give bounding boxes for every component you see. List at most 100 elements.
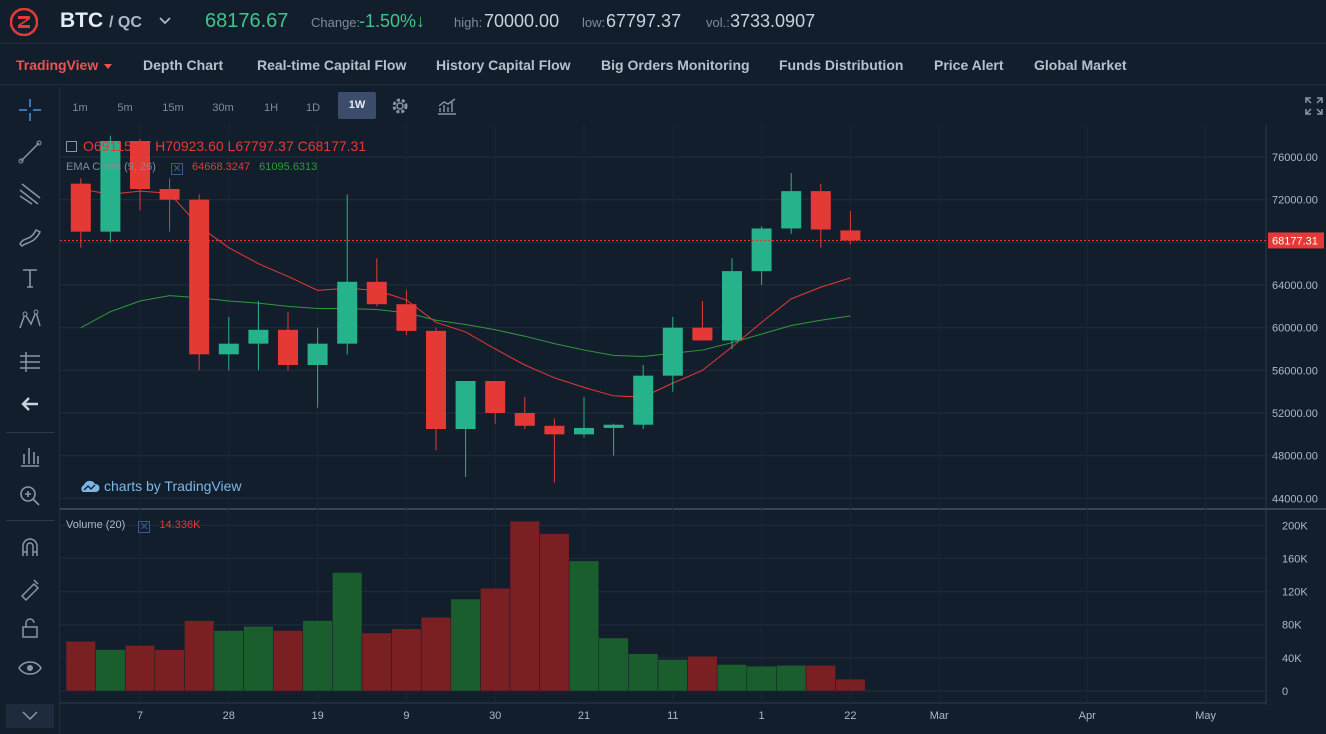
price-chart[interactable]: 44000.00 48000.00 52000.00 56000.00 60000.00… xyxy=(60,125,1326,734)
chevron-down-icon[interactable] xyxy=(158,14,172,28)
zoom-in-icon[interactable] xyxy=(16,482,44,510)
candle-down xyxy=(692,327,713,341)
change-label: Change: xyxy=(311,15,361,30)
time-tick-label: 11 xyxy=(667,710,678,722)
candle-down xyxy=(840,230,861,241)
magnet-icon[interactable] xyxy=(16,534,44,562)
price-tick-label: 48000.00 xyxy=(1272,451,1318,463)
cloud-icon xyxy=(81,480,100,492)
interval-1w[interactable]: 1W xyxy=(338,92,376,119)
ema-slow-value: 61095.6313 xyxy=(259,161,318,173)
nav-big-orders-monitoring[interactable]: Big Orders Monitoring xyxy=(601,57,750,73)
price-tick-label: 64000.00 xyxy=(1272,280,1318,292)
ohlc-open: O69115.17 xyxy=(83,138,152,154)
volume-tick-label: 0 xyxy=(1282,686,1288,698)
price-tick-label: 72000.00 xyxy=(1272,195,1318,207)
trading-pair[interactable]: BTC / QC xyxy=(60,9,142,33)
tradingview-watermark[interactable]: charts by TradingView xyxy=(78,478,241,494)
brush-icon[interactable] xyxy=(16,222,44,250)
settings-gear-icon[interactable] xyxy=(390,96,410,116)
high-value: 70000.00 xyxy=(484,11,560,31)
volume-bar xyxy=(509,520,540,692)
interval-1d[interactable]: 1D xyxy=(305,102,321,114)
toolbar-divider xyxy=(6,520,54,521)
nav-depth-chart[interactable]: Depth Chart xyxy=(143,57,224,73)
volume-bar xyxy=(480,588,511,692)
candle-down xyxy=(514,413,535,426)
lock-drawing-icon[interactable] xyxy=(16,574,44,602)
volume-bar xyxy=(213,630,244,692)
expand-down-icon[interactable] xyxy=(6,702,54,730)
remove-indicator-icon[interactable]: ✕ xyxy=(138,521,151,533)
ema-legend: EMA Cross (9, 26) ✕ 64668.3247 61095.631… xyxy=(66,161,317,175)
interval-1m[interactable]: 1m xyxy=(72,102,88,114)
last-price-tag xyxy=(1268,232,1324,249)
remove-indicator-icon[interactable]: ✕ xyxy=(170,163,183,175)
exchange-logo-icon[interactable] xyxy=(10,8,38,36)
last-price-label: 68177.31 xyxy=(1272,235,1318,247)
pattern-icon[interactable] xyxy=(16,306,44,334)
volume-bar xyxy=(65,641,96,692)
toolbar-divider xyxy=(6,432,54,433)
interval-1h[interactable]: 1H xyxy=(263,102,279,114)
measure-icon[interactable] xyxy=(16,442,44,470)
volume-legend: Volume (20) ✕ 14.336K xyxy=(66,519,200,533)
fib-tool-icon[interactable] xyxy=(16,180,44,208)
volume-bar xyxy=(716,664,748,692)
trend-line-icon[interactable] xyxy=(16,138,44,166)
volume-bar xyxy=(657,659,688,692)
candle-down xyxy=(396,304,417,331)
arrow-left-icon[interactable] xyxy=(16,390,44,418)
nav-funds-distribution[interactable]: Funds Distribution xyxy=(779,57,904,73)
candle-down xyxy=(366,281,387,305)
nav-price-alert[interactable]: Price Alert xyxy=(934,57,1004,73)
candle-up xyxy=(248,329,269,344)
interval-15m[interactable]: 15m xyxy=(162,102,184,114)
candles xyxy=(70,135,861,483)
candle-up xyxy=(307,343,328,365)
volume-indicator-value: 14.336K xyxy=(159,519,201,531)
top-bar: BTC / QC 68176.67 Change: -1.50%↓ high: … xyxy=(0,0,1326,44)
caret-down-icon xyxy=(104,63,113,69)
time-tick-label: 9 xyxy=(403,710,409,722)
chart-grid xyxy=(60,125,1326,705)
volume-bar xyxy=(243,626,274,692)
pair-quote: / QC xyxy=(109,14,142,31)
fullscreen-icon[interactable] xyxy=(1304,96,1324,116)
time-tick-label: 21 xyxy=(578,710,590,722)
candle-down xyxy=(544,425,565,435)
volume-bar xyxy=(776,665,807,692)
ema-fast-value: 64668.3247 xyxy=(191,161,251,173)
eye-icon[interactable] xyxy=(16,654,44,682)
volume-bar xyxy=(184,620,215,692)
drawing-toolbar xyxy=(0,86,60,734)
volume-tick-label: 120K xyxy=(1282,587,1308,599)
watermark-text: charts by TradingView xyxy=(104,478,242,494)
lock-icon[interactable] xyxy=(16,614,44,642)
volume-bar xyxy=(302,620,333,692)
volume-bar xyxy=(154,649,185,692)
volume-bar xyxy=(539,533,570,692)
nav-tradingview[interactable]: TradingView xyxy=(16,57,113,73)
crosshair-icon[interactable] xyxy=(16,96,44,124)
nav-global-market[interactable]: Global Market xyxy=(1034,57,1127,73)
candle-up xyxy=(633,375,654,425)
interval-30m[interactable]: 30m xyxy=(212,102,234,114)
nav-realtime-capital-flow[interactable]: Real-time Capital Flow xyxy=(257,57,407,73)
ohlc-close: C68177.31 xyxy=(297,138,367,154)
indicators-icon[interactable] xyxy=(436,96,458,116)
collapse-legend-icon[interactable] xyxy=(66,141,77,152)
candle-down xyxy=(426,330,446,429)
volume-label: vol.: xyxy=(706,15,730,30)
interval-5m[interactable]: 5m xyxy=(117,102,133,114)
text-tool-icon[interactable] xyxy=(16,264,44,292)
volume-tick-label: 80K xyxy=(1282,620,1302,632)
volume-tick-label: 40K xyxy=(1282,653,1302,665)
volume-bar xyxy=(805,665,836,692)
candle-down xyxy=(159,189,180,200)
volume-bar xyxy=(361,632,392,692)
last-price: 68176.67 xyxy=(205,10,289,32)
nav-history-capital-flow[interactable]: History Capital Flow xyxy=(436,57,571,73)
prediction-icon[interactable] xyxy=(16,348,44,376)
candle-down xyxy=(70,183,91,232)
